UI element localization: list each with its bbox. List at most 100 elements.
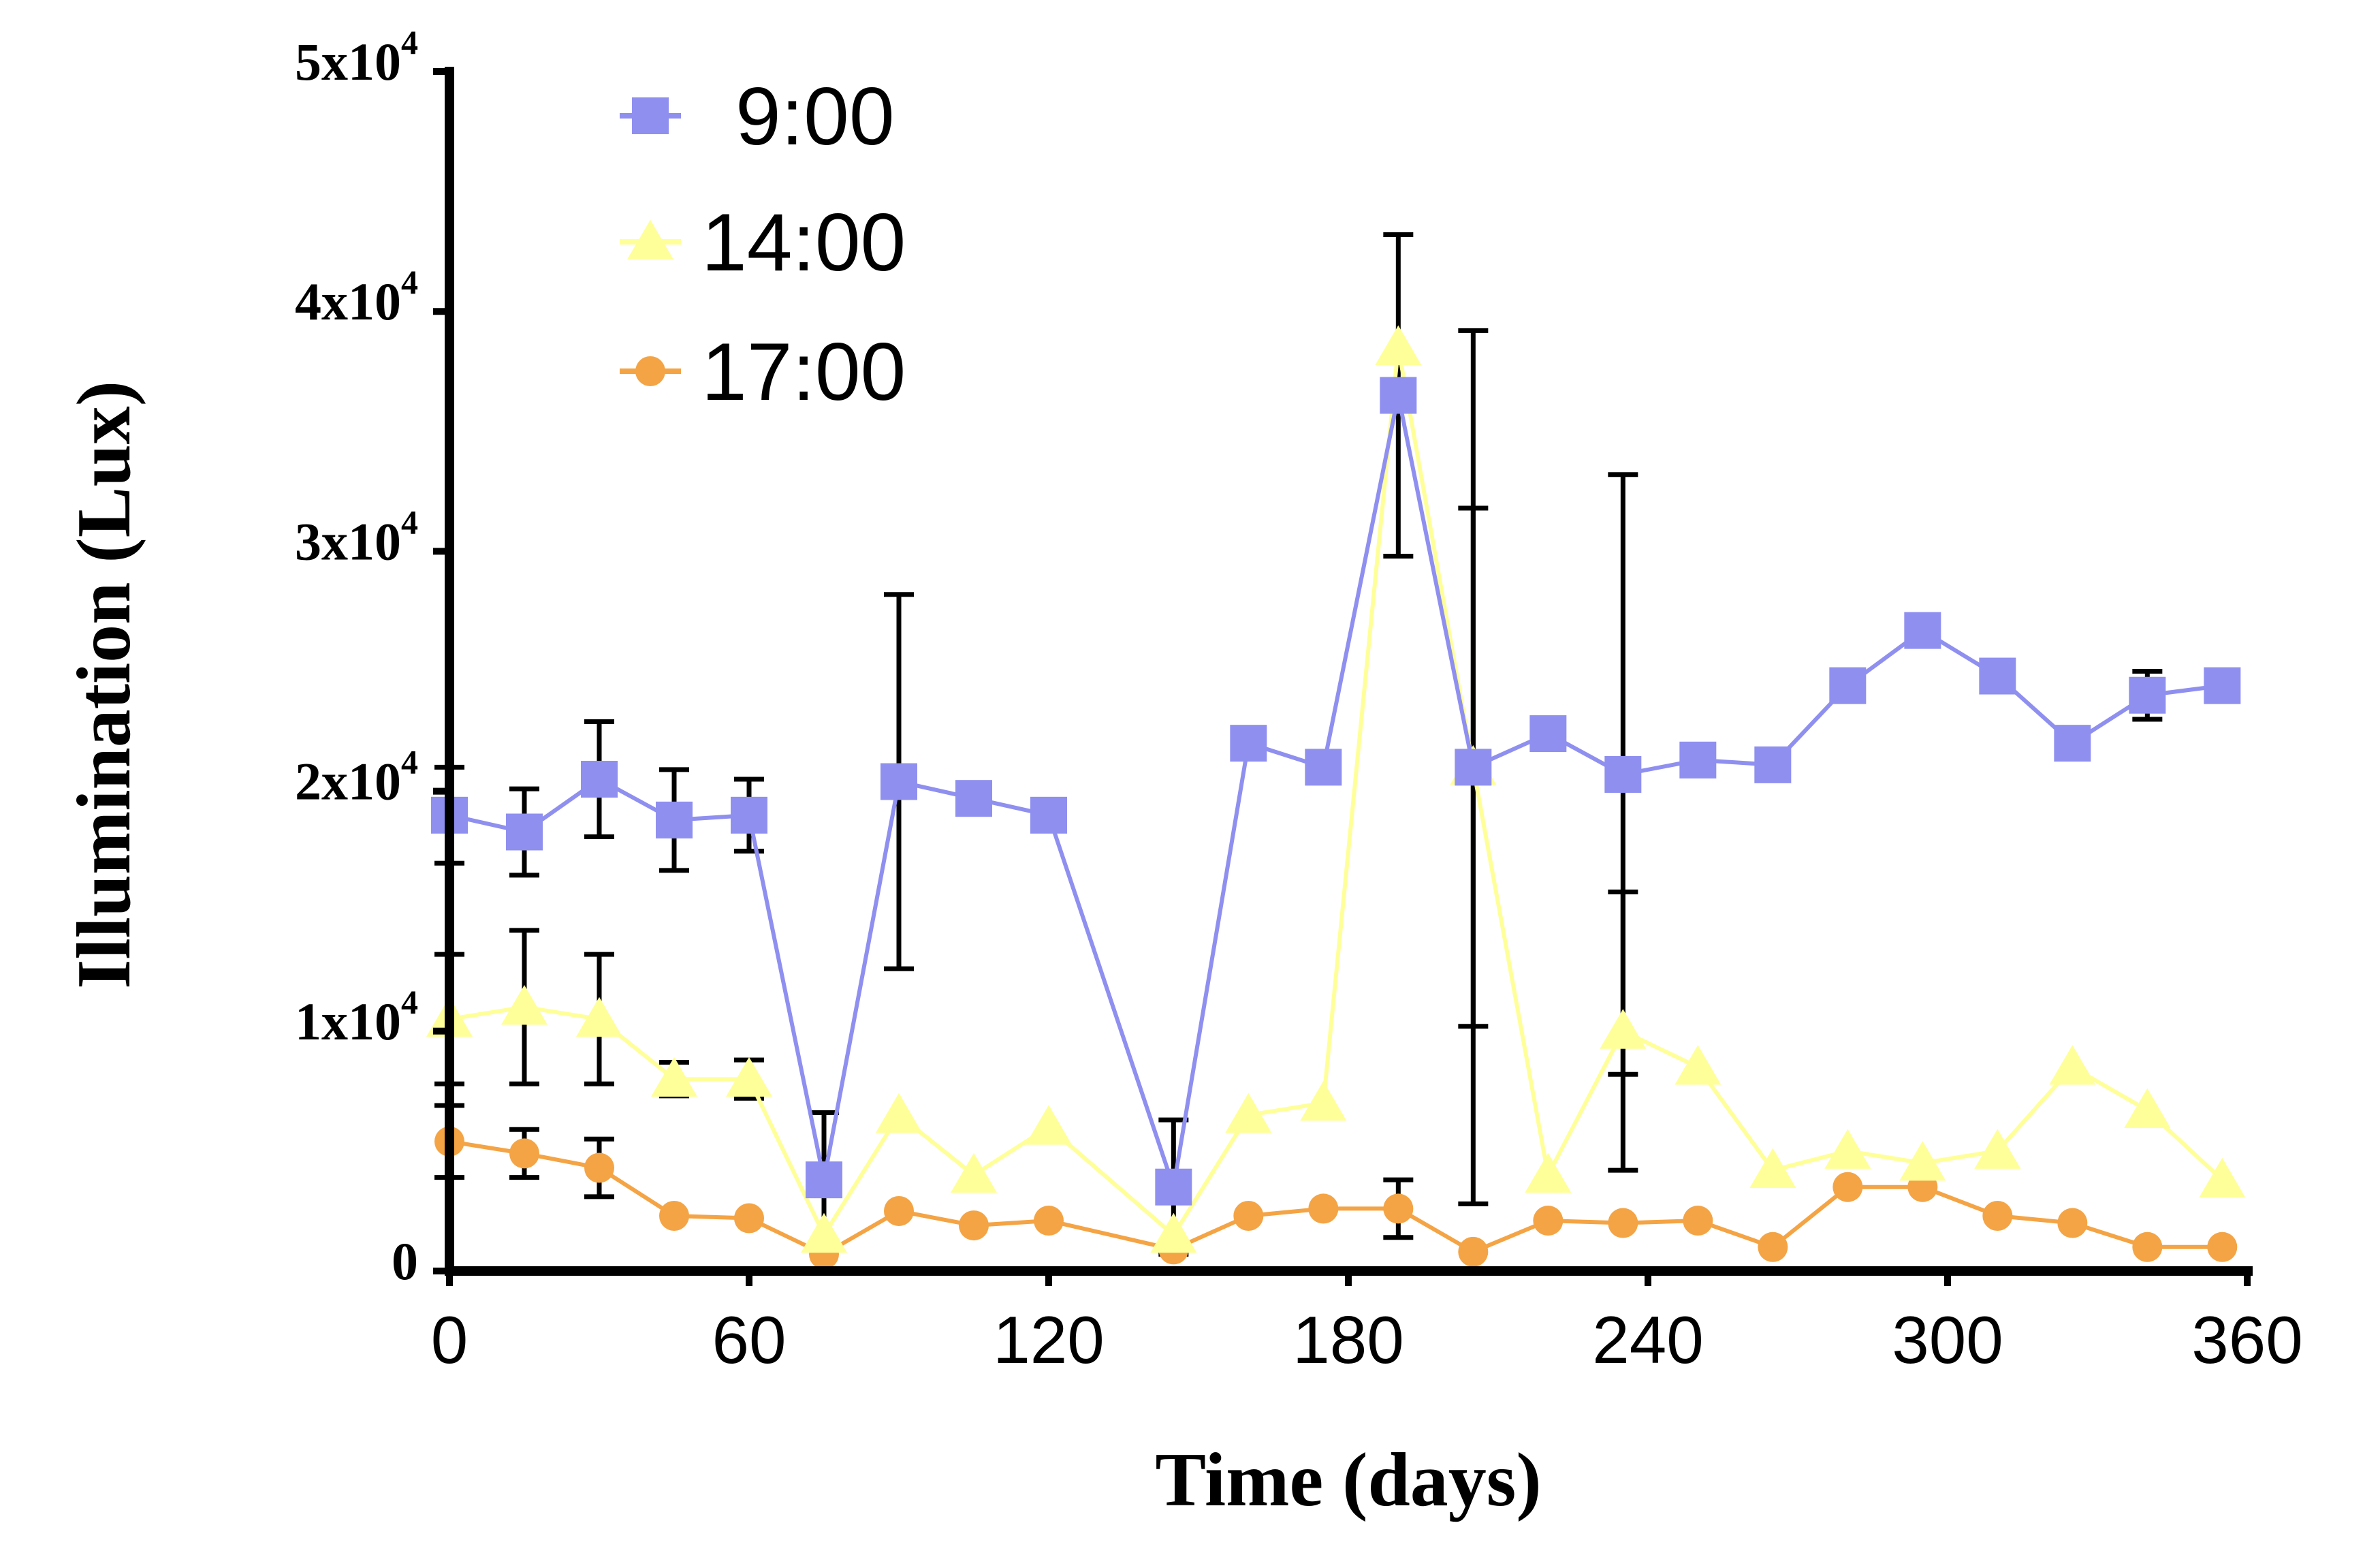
data-point-1400: [1375, 325, 1422, 365]
y-tick-label: 5x104: [295, 23, 418, 91]
data-point-1400: [1150, 1212, 1197, 1253]
data-point-1400: [1899, 1141, 1946, 1181]
data-point-1400: [2049, 1045, 2096, 1085]
data-point-1400: [2199, 1157, 2246, 1198]
y-tick-base: 4x10: [295, 272, 401, 331]
data-point-900: [955, 780, 992, 817]
series-1700: [434, 1126, 2238, 1270]
legend-item-1400: 14:00: [620, 197, 906, 288]
data-point-1400: [1600, 1009, 1647, 1049]
data-point-1700: [509, 1138, 539, 1169]
data-point-1700: [1308, 1193, 1339, 1224]
data-point-900: [2129, 676, 2166, 714]
legend-label-1400: 14:00: [701, 197, 906, 288]
data-point-1700: [1832, 1172, 1863, 1202]
x-tick-label: 180: [1292, 1302, 1404, 1377]
data-point-900: [1155, 1168, 1192, 1206]
data-point-1700: [1982, 1200, 2013, 1231]
data-point-1400: [725, 1056, 773, 1097]
x-tick-label: 240: [1592, 1302, 1704, 1377]
data-point-900: [1529, 715, 1567, 753]
series-layer: [426, 325, 2246, 1270]
x-axis-title: Time (days): [1155, 1438, 1541, 1522]
data-point-900: [1904, 612, 1941, 649]
data-point-1400: [1824, 1129, 1871, 1169]
data-point-1700: [1683, 1206, 1713, 1236]
data-point-1400: [1749, 1148, 1796, 1188]
data-point-1700: [1533, 1206, 1564, 1236]
data-point-1700: [959, 1210, 989, 1241]
y-tick-label: 4x104: [295, 263, 418, 331]
data-point-1700: [1034, 1206, 1064, 1236]
y-tick-exponent: 4: [401, 23, 418, 61]
legend-label-1700: 17:00: [701, 326, 906, 418]
data-point-1700: [2207, 1232, 2238, 1262]
data-point-1400: [2124, 1088, 2171, 1128]
data-point-1400: [650, 1056, 698, 1097]
data-point-1700: [884, 1195, 914, 1226]
data-point-1700: [1458, 1236, 1489, 1267]
data-point-900: [2054, 725, 2091, 762]
data-point-1400: [1025, 1105, 1073, 1145]
data-point-900: [1305, 749, 1342, 786]
data-point-900: [880, 763, 917, 800]
data-point-900: [1030, 796, 1067, 834]
data-point-1700: [1383, 1193, 1414, 1224]
data-point-1700: [1758, 1232, 1788, 1262]
data-point-900: [581, 760, 618, 798]
data-point-900: [1455, 749, 1492, 786]
y-tick-exponent: 4: [401, 983, 418, 1021]
series-1400: [426, 325, 2246, 1253]
y-tick-base: 2x10: [295, 752, 401, 811]
data-point-900: [1230, 725, 1267, 762]
data-point-900: [2204, 667, 2241, 704]
data-point-1400: [1225, 1093, 1272, 1133]
x-ticks: 0 60 120 180 240 300 360: [431, 1271, 2303, 1377]
data-point-900: [1380, 377, 1417, 414]
data-point-900: [1679, 741, 1717, 779]
x-tick-label: 300: [1892, 1302, 2003, 1377]
y-tick-exponent: 4: [401, 503, 418, 541]
data-point-900: [1604, 755, 1642, 793]
y-tick-base: 3x10: [295, 512, 401, 571]
y-tick-label: 0: [392, 1232, 418, 1291]
x-tick-label: 360: [2191, 1302, 2303, 1377]
data-point-1700: [734, 1203, 764, 1234]
data-point-1400: [575, 997, 623, 1037]
data-point-900: [1754, 746, 1792, 783]
legend-label-900: 9:00: [735, 71, 895, 162]
y-tick-label: 3x104: [295, 503, 418, 571]
y-tick-exponent: 4: [401, 743, 418, 781]
x-tick-label: 120: [993, 1302, 1105, 1377]
legend-marker-900: [632, 97, 669, 134]
y-tick-base: 5x10: [295, 32, 401, 91]
data-point-1400: [1974, 1129, 2021, 1169]
legend-marker-1700: [635, 356, 665, 386]
data-point-900: [656, 801, 693, 838]
data-point-1700: [1233, 1200, 1264, 1231]
legend-marker-1400: [626, 219, 674, 260]
y-tick-label: 2x104: [295, 743, 418, 811]
y-tick-exponent: 4: [401, 263, 418, 301]
data-point-1700: [1608, 1208, 1638, 1238]
data-point-1400: [1675, 1045, 1721, 1085]
y-axis-title: Illumination (Lux): [62, 381, 146, 989]
data-point-1700: [2057, 1208, 2088, 1238]
data-point-1700: [2132, 1232, 2163, 1262]
data-point-900: [1979, 657, 2016, 695]
data-point-1700: [584, 1152, 614, 1183]
data-point-900: [806, 1161, 842, 1199]
data-point-1400: [1300, 1081, 1347, 1121]
legend: 9:00 14:00 17:00: [620, 71, 906, 418]
data-point-1400: [950, 1152, 998, 1193]
data-point-1400: [501, 985, 548, 1025]
data-point-1700: [659, 1200, 689, 1231]
y-tick-base: 0: [392, 1232, 418, 1291]
y-tick-base: 1x10: [295, 992, 401, 1051]
legend-item-1700: 17:00: [620, 326, 906, 418]
data-point-900: [731, 796, 767, 834]
data-point-900: [1829, 667, 1867, 704]
legend-item-900: 9:00: [620, 71, 895, 162]
